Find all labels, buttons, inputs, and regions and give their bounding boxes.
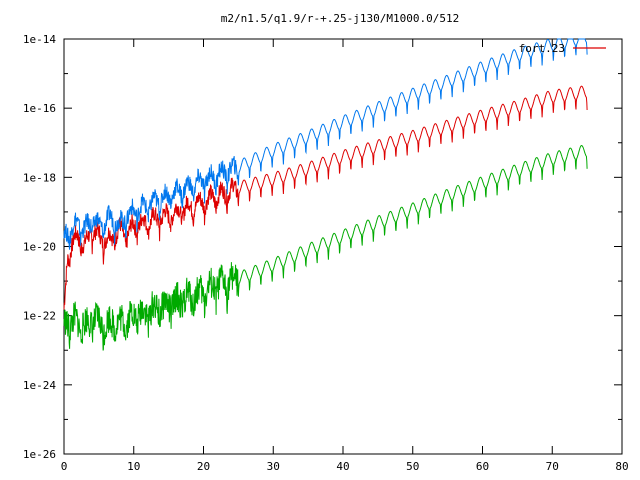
x-tick-label: 0	[61, 460, 68, 473]
x-tick-label: 50	[406, 460, 419, 473]
x-tick-label: 20	[197, 460, 210, 473]
y-tick-label: 1e-24	[23, 379, 56, 392]
x-tick-label: 60	[476, 460, 489, 473]
y-axis: 1e-14 1e-16 1e-18 1e-20 1e-22 1e-24 1e-26	[23, 33, 622, 461]
x-tick-label: 80	[615, 460, 628, 473]
x-tick-label: 70	[546, 460, 559, 473]
series-line	[63, 85, 588, 310]
x-tick-label: 40	[336, 460, 349, 473]
series-layer	[63, 38, 588, 351]
x-axis: 0 10 20 30 40 50 60 70 80	[61, 39, 629, 473]
y-tick-label: 1e-22	[23, 310, 56, 323]
legend: fort.23	[519, 42, 606, 55]
y-tick-label: 1e-20	[23, 241, 56, 254]
x-tick-label: 30	[267, 460, 280, 473]
x-tick-label: 10	[127, 460, 140, 473]
series-line	[63, 144, 588, 351]
legend-label: fort.23	[519, 42, 565, 55]
y-tick-label: 1e-26	[23, 448, 56, 461]
y-tick-label: 1e-16	[23, 102, 56, 115]
plot-frame	[63, 38, 623, 455]
chart-title: m2/n1.5/q1.9/r-+.25-j130/M1000.0/512	[221, 12, 459, 25]
y-tick-label: 1e-14	[23, 33, 56, 46]
y-tick-label: 1e-18	[23, 171, 56, 184]
series-line	[63, 38, 588, 250]
